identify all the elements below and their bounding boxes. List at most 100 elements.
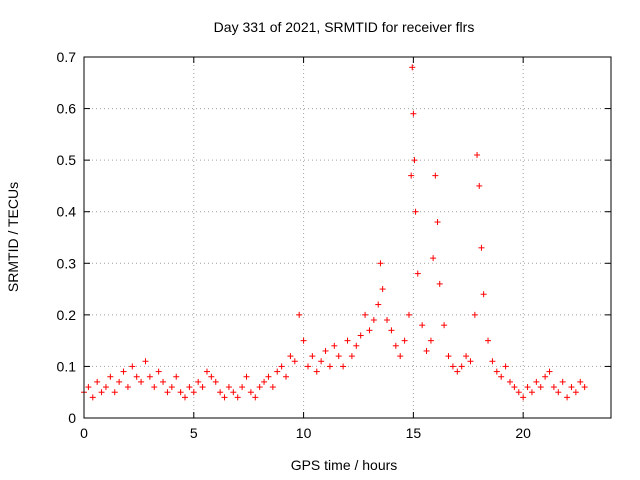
data-point (436, 280, 443, 287)
data-point (195, 378, 202, 385)
data-point (581, 384, 588, 391)
data-point (353, 342, 360, 349)
data-point (480, 291, 487, 298)
data-point (568, 384, 575, 391)
data-point (506, 378, 513, 385)
data-point (164, 389, 171, 396)
data-point (322, 347, 329, 354)
data-point (186, 384, 193, 391)
data-point (199, 384, 206, 391)
data-point (208, 373, 215, 380)
data-point (432, 172, 439, 179)
data-point (291, 358, 298, 365)
data-point (419, 322, 426, 329)
data-point (283, 373, 290, 380)
data-point (366, 327, 373, 334)
data-point (375, 301, 382, 308)
data-point (409, 64, 416, 71)
data-point (370, 317, 377, 324)
data-point (348, 353, 355, 360)
data-point (511, 384, 518, 391)
data-point (412, 208, 419, 215)
y-tick-label: 0.1 (57, 358, 77, 374)
data-point (331, 342, 338, 349)
data-point (173, 373, 180, 380)
data-point (94, 378, 101, 385)
data-point (411, 157, 418, 164)
plot-frame (83, 56, 612, 419)
data-point (252, 394, 259, 401)
data-point (445, 353, 452, 360)
data-point (146, 373, 153, 380)
data-point (427, 337, 434, 344)
data-point (463, 353, 470, 360)
data-point (410, 110, 417, 117)
data-point (318, 358, 325, 365)
data-point (326, 363, 333, 370)
data-point (357, 332, 364, 339)
data-point (542, 373, 549, 380)
data-point (559, 378, 566, 385)
data-point (577, 378, 584, 385)
data-point (234, 394, 241, 401)
data-point (458, 363, 465, 370)
y-tick-label: 0.6 (57, 101, 77, 117)
data-point (217, 389, 224, 396)
data-point (221, 394, 228, 401)
data-point (401, 337, 408, 344)
data-point (116, 378, 123, 385)
data-point (476, 182, 483, 189)
data-point (340, 363, 347, 370)
y-tick-label: 0 (68, 410, 76, 426)
x-axis-label: GPS time / hours (291, 457, 398, 473)
data-point (478, 244, 485, 251)
data-point (212, 378, 219, 385)
data-point (388, 327, 395, 334)
y-tick-label: 0.2 (57, 307, 77, 323)
data-point (533, 378, 540, 385)
data-point (397, 353, 404, 360)
data-point (129, 363, 136, 370)
data-point (168, 384, 175, 391)
data-point (467, 358, 474, 365)
data-point (304, 363, 311, 370)
data-point (471, 311, 478, 318)
data-point (408, 172, 415, 179)
y-tick-label: 0.7 (57, 49, 77, 65)
data-point (111, 389, 118, 396)
data-point (151, 384, 158, 391)
data-point (124, 384, 131, 391)
data-point (278, 363, 285, 370)
data-point (300, 337, 307, 344)
data-point (489, 358, 496, 365)
data-point (296, 311, 303, 318)
y-tick-label: 0.5 (57, 152, 77, 168)
data-point (177, 389, 184, 396)
data-point (230, 389, 237, 396)
data-point (98, 389, 105, 396)
data-point (133, 373, 140, 380)
data-point (138, 378, 145, 385)
data-point (454, 368, 461, 375)
data-point (405, 311, 412, 318)
data-point (203, 368, 210, 375)
data-point (190, 389, 197, 396)
data-point (160, 378, 167, 385)
y-tick-label: 0.3 (57, 255, 77, 271)
data-point (379, 286, 386, 293)
grid-lines (84, 57, 611, 418)
chart-title: Day 331 of 2021, SRMTID for receiver flr… (214, 19, 475, 35)
x-tick-label: 20 (515, 425, 531, 441)
data-point (520, 394, 527, 401)
data-point (362, 311, 369, 318)
data-point (287, 353, 294, 360)
data-point (546, 368, 553, 375)
data-point (377, 260, 384, 267)
data-point (107, 373, 114, 380)
data-point (344, 337, 351, 344)
data-point (474, 151, 481, 158)
data-point (274, 368, 281, 375)
data-point (335, 353, 342, 360)
data-point (441, 322, 448, 329)
data-point (102, 384, 109, 391)
